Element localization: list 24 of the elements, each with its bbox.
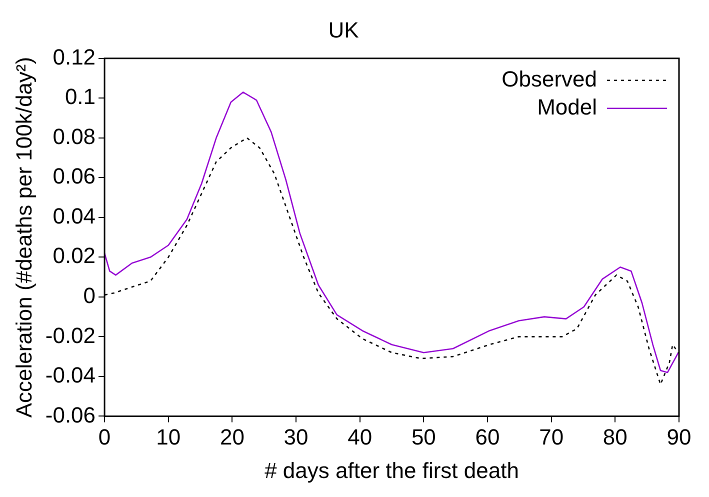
y-tick-label: -0.02 xyxy=(45,322,96,348)
y-tick-label: 0.12 xyxy=(52,44,96,70)
y-tick-label: 0.06 xyxy=(52,164,96,189)
x-tick-label: 60 xyxy=(475,424,500,450)
x-tick-label: 20 xyxy=(220,424,244,450)
x-tick-label: 40 xyxy=(348,424,372,450)
x-tick-label: 30 xyxy=(284,424,308,450)
x-tick-label: 10 xyxy=(156,424,181,450)
y-tick-label: -0.06 xyxy=(45,402,96,428)
y-axis-title: Acceleration (#deaths per 100k/day²) xyxy=(11,56,36,418)
legend-label: Observed xyxy=(502,66,597,92)
chart-title: UK xyxy=(328,17,360,42)
legend-label: Model xyxy=(537,94,597,120)
y-tick-label: 0.08 xyxy=(52,124,96,149)
x-tick-label: 90 xyxy=(666,424,692,450)
y-tick-label: 0.04 xyxy=(52,203,96,228)
x-tick-label: 50 xyxy=(411,424,436,450)
y-tick-label: 0.1 xyxy=(64,84,96,110)
x-tick-label: 80 xyxy=(602,424,628,450)
y-tick-label: 0 xyxy=(83,282,96,308)
y-tick-label: 0.02 xyxy=(52,243,96,268)
x-axis-title: # days after the first death xyxy=(264,458,519,483)
y-tick-label: -0.04 xyxy=(45,362,96,388)
x-tick-label: 70 xyxy=(539,424,564,450)
